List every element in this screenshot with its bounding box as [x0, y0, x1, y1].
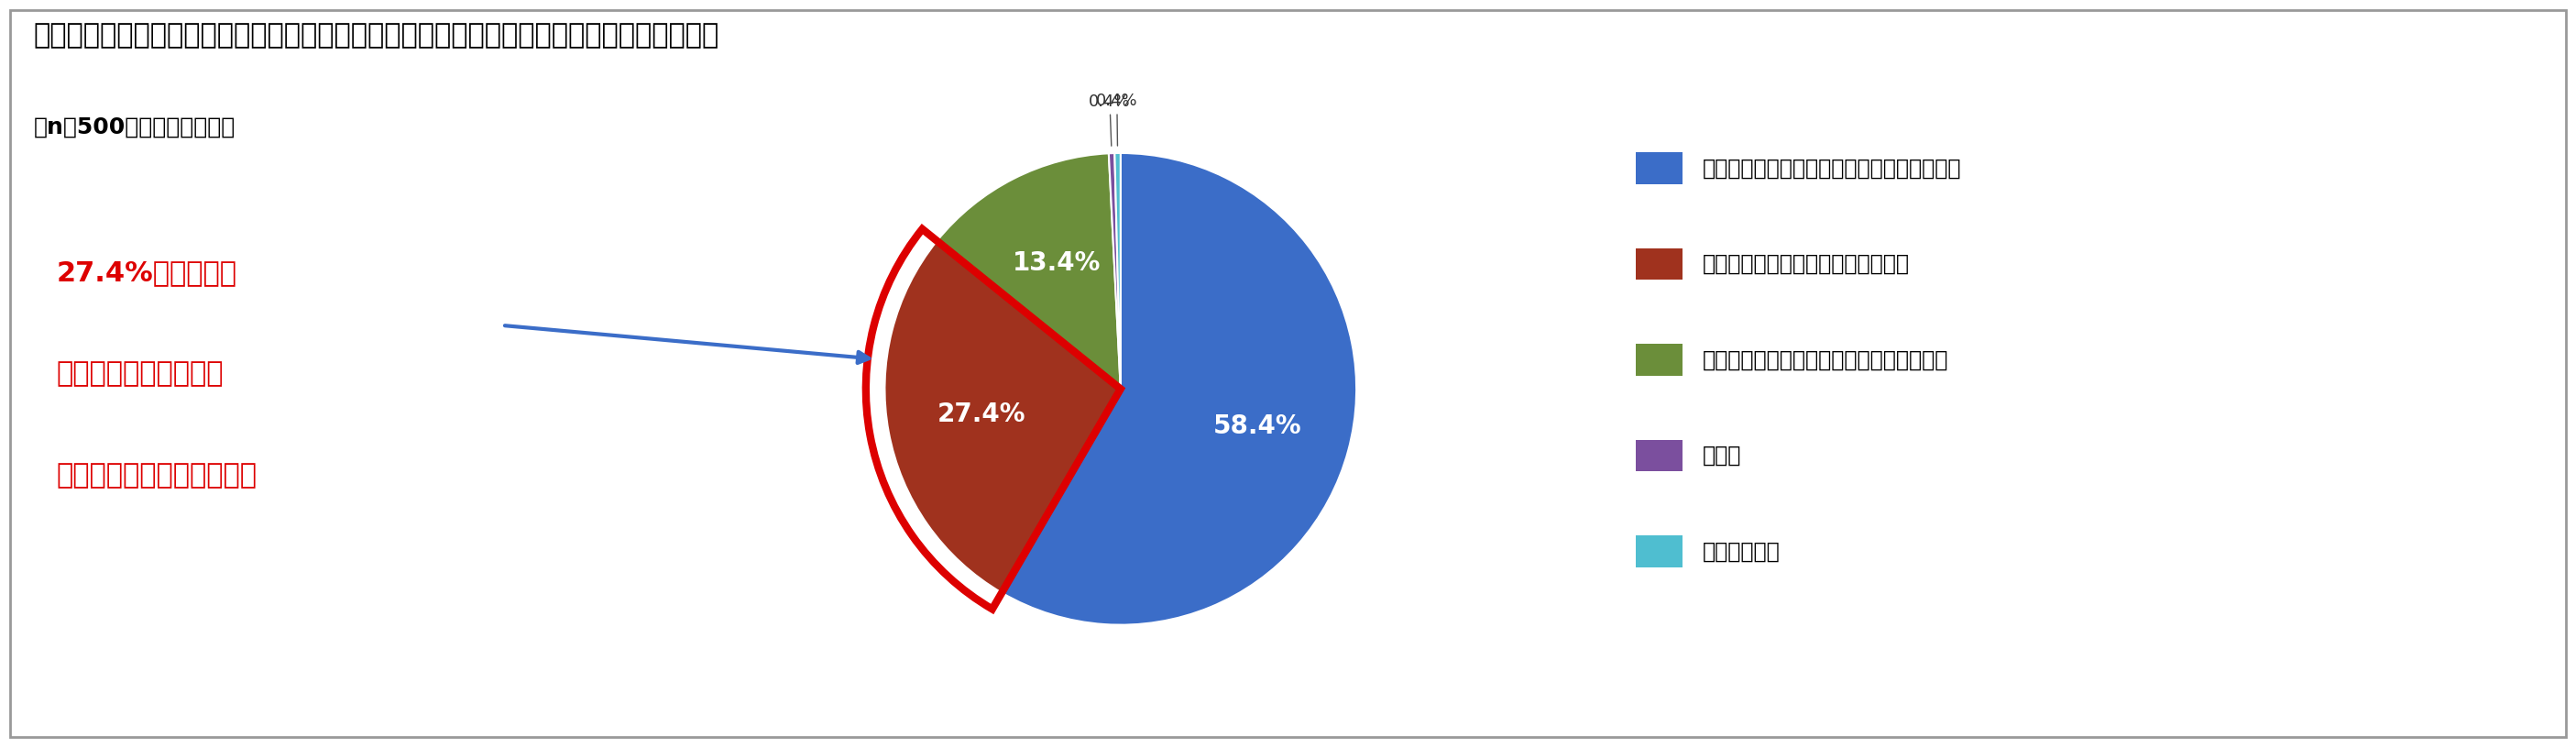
- Text: 教育や指導は特に何も行われてない: 教育や指導は特に何も行われてない: [1703, 253, 1909, 275]
- Text: あなたの職場における、夏場の熱中症対策についての教育や指導の状況をお答えください。: あなたの職場における、夏場の熱中症対策についての教育や指導の状況をお答えください…: [33, 22, 719, 49]
- Wedge shape: [1002, 153, 1358, 625]
- Wedge shape: [1108, 153, 1121, 389]
- Text: 毎年定期的に、教育や指導が実施されている: 毎年定期的に、教育や指導が実施されている: [1703, 157, 1960, 180]
- Text: （n＝500、単一回答方式）: （n＝500、単一回答方式）: [33, 116, 234, 138]
- Text: 58.4%: 58.4%: [1213, 413, 1301, 439]
- Text: その他: その他: [1703, 444, 1741, 467]
- Wedge shape: [938, 153, 1121, 389]
- Text: 熱中症の教育・指導が: 熱中症の教育・指導が: [57, 361, 224, 387]
- Wedge shape: [1115, 153, 1121, 389]
- Text: 0.4%: 0.4%: [1095, 93, 1139, 146]
- Wedge shape: [884, 241, 1121, 592]
- Text: 27.4%: 27.4%: [938, 402, 1025, 427]
- Text: 現場に配置された当初だけ指導されている: 現場に配置された当初だけ指導されている: [1703, 349, 1947, 371]
- Text: 13.4%: 13.4%: [1012, 250, 1100, 276]
- Text: 27.4%は職場での: 27.4%は職場での: [57, 260, 237, 286]
- Text: 0.4%: 0.4%: [1090, 93, 1131, 146]
- Text: 答えられない: 答えられない: [1703, 540, 1780, 562]
- Text: 何も行われていないと回答: 何も行われていないと回答: [57, 462, 258, 488]
